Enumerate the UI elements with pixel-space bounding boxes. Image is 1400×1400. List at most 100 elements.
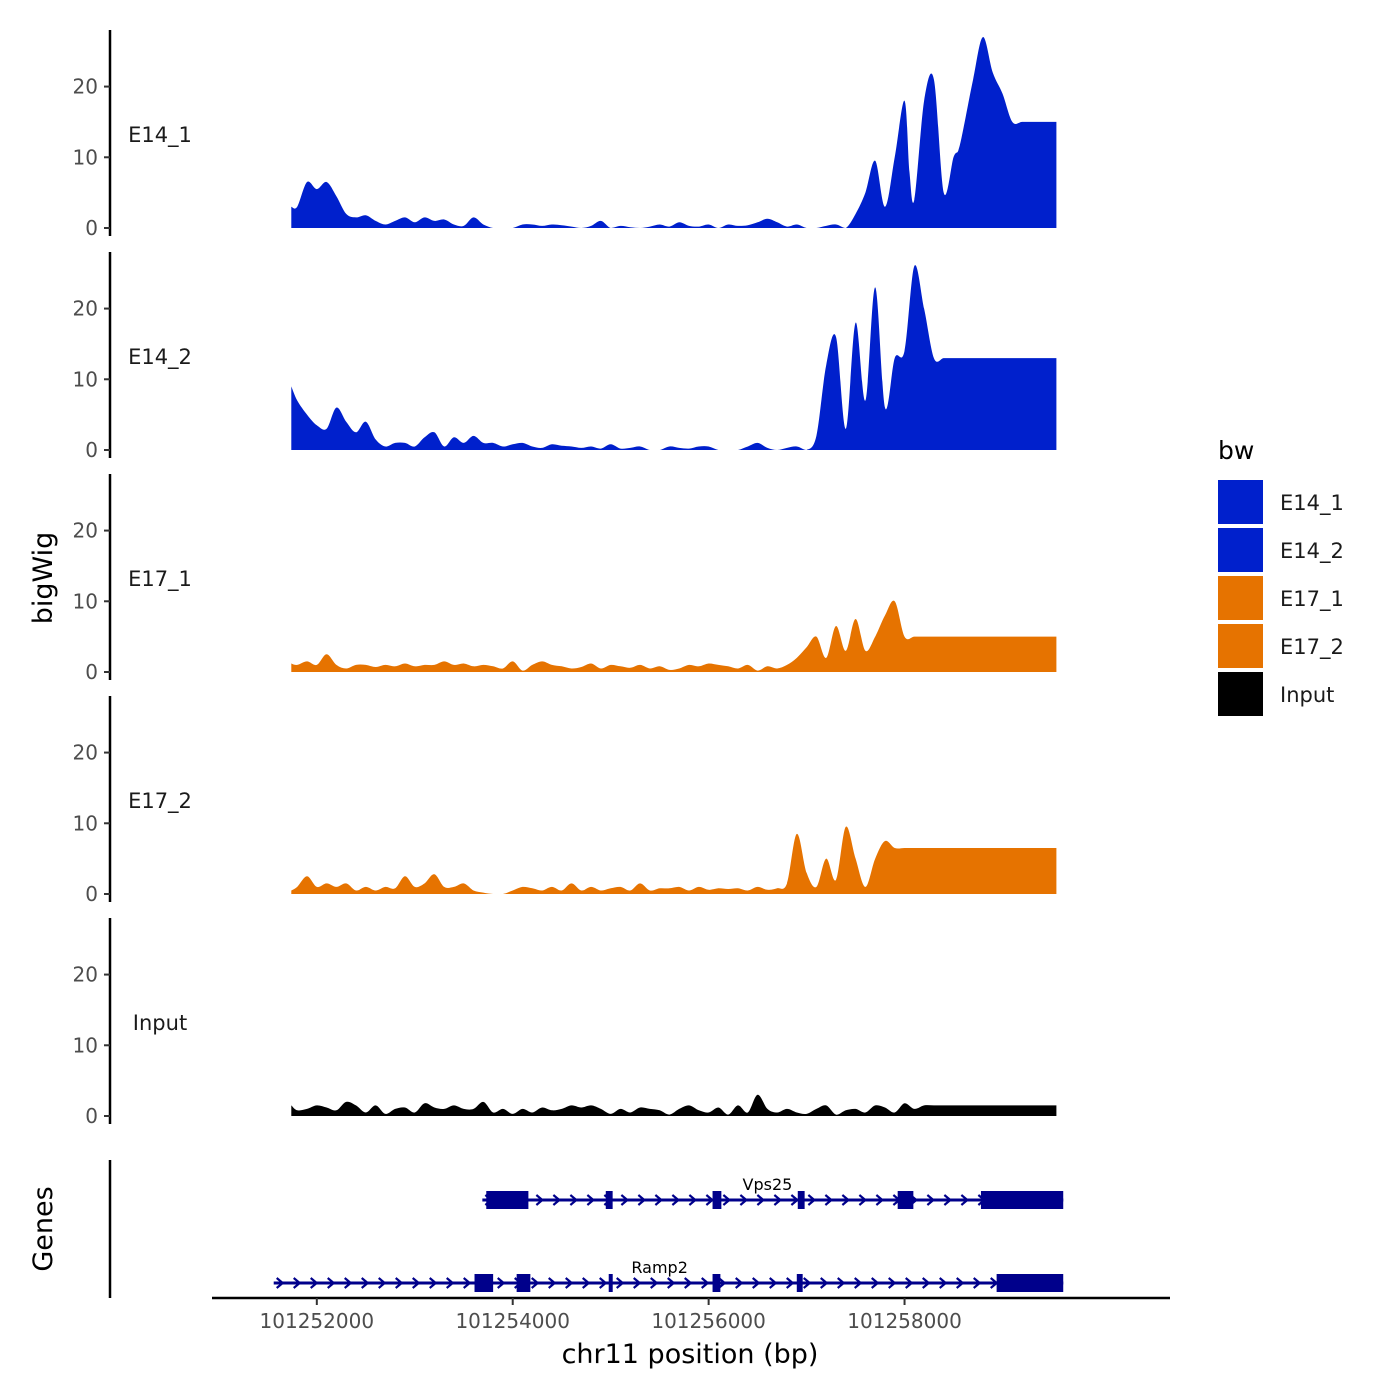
strand-arrow <box>599 1277 608 1289</box>
legend-label-E17_1: E17_1 <box>1280 587 1344 612</box>
track-E14_2: 0 10 20 E14_2 <box>73 252 1057 462</box>
strand-arrow <box>463 1277 472 1289</box>
gene-label-Vps25: Vps25 <box>743 1175 793 1194</box>
tracks-layer: 0 10 20 E14_1 0 10 20 E14_2 0 10 20 E17_1 0 10 20 E17_2… <box>73 30 1057 1128</box>
strand-arrow <box>943 1194 953 1206</box>
strand-arrow <box>688 1194 698 1206</box>
strand-arrow <box>650 1277 659 1289</box>
gene-Vps25: Vps25 <box>482 1175 1064 1209</box>
strand-arrow <box>637 1194 647 1206</box>
legend-key-E14_1 <box>1218 480 1263 524</box>
strand-arrow <box>548 1277 557 1289</box>
strand-arrow <box>773 1194 783 1206</box>
strand-arrow <box>956 1277 965 1289</box>
exon-block <box>797 1191 805 1209</box>
facet-label-E17_2: E17_2 <box>128 789 192 814</box>
strand-arrow <box>939 1277 948 1289</box>
strand-arrow <box>854 1277 863 1289</box>
strand-arrow <box>926 1194 936 1206</box>
y-tick-label: 10 <box>73 145 98 169</box>
facet-label-Input: Input <box>133 1011 187 1035</box>
strand-arrow <box>412 1277 421 1289</box>
gene-label-Ramp2: Ramp2 <box>631 1258 688 1277</box>
strand-arrow <box>718 1277 727 1289</box>
signal-area-E14_1 <box>291 37 1057 228</box>
strand-arrow <box>535 1194 545 1206</box>
strand-arrow <box>395 1277 404 1289</box>
exon-block <box>897 1191 914 1209</box>
strand-arrow <box>586 1194 596 1206</box>
y-tick-label: 20 <box>73 963 98 987</box>
exon-block <box>980 1191 1064 1209</box>
strand-arrow <box>973 1277 982 1289</box>
strand-arrow <box>276 1277 285 1289</box>
legend-label-E14_1: E14_1 <box>1280 491 1344 516</box>
strand-arrow <box>327 1277 336 1289</box>
strand-arrow <box>344 1277 353 1289</box>
strand-arrow <box>531 1277 540 1289</box>
y-tick-label: 10 <box>73 1033 98 1057</box>
legend-label-Input: Input <box>1280 683 1334 707</box>
y-tick-label: 0 <box>85 438 98 462</box>
signal-area-Input <box>291 1094 1057 1116</box>
strand-arrow <box>841 1194 851 1206</box>
strand-arrow <box>756 1194 766 1206</box>
x-axis: 101252000 101254000 101256000 101258000 <box>212 1296 1170 1333</box>
strand-arrow <box>671 1194 681 1206</box>
exon-block <box>486 1191 529 1209</box>
strand-arrow <box>922 1277 931 1289</box>
exon-block <box>516 1274 531 1292</box>
genes-layer: Vps25 Ramp2 <box>108 1160 1064 1298</box>
strand-arrow <box>824 1194 834 1206</box>
exon-block <box>712 1274 721 1292</box>
strand-arrow <box>837 1277 846 1289</box>
x-tick-label: 101256000 <box>651 1309 766 1333</box>
signal-area-E14_2 <box>291 265 1057 450</box>
y-tick-label: 10 <box>73 589 98 613</box>
x-tick-label: 101258000 <box>847 1309 962 1333</box>
exon-block <box>996 1274 1064 1292</box>
strand-arrow <box>446 1277 455 1289</box>
legend-label-E17_2: E17_2 <box>1280 635 1344 660</box>
y-tick-label: 0 <box>85 660 98 684</box>
signal-area-E17_2 <box>291 826 1057 894</box>
strand-arrow <box>633 1277 642 1289</box>
strand-arrow <box>786 1277 795 1289</box>
y-tick-label: 20 <box>73 519 98 543</box>
legend-key-E17_1 <box>1218 576 1263 620</box>
strand-arrow <box>905 1277 914 1289</box>
strand-arrow <box>790 1194 800 1206</box>
legend-key-Input <box>1218 672 1263 716</box>
strand-arrow <box>552 1194 562 1206</box>
strand-arrow <box>565 1277 574 1289</box>
exon-block <box>796 1274 803 1292</box>
y-tick-label: 20 <box>73 75 98 99</box>
track-E17_1: 0 10 20 E17_1 <box>73 474 1057 684</box>
strand-arrow <box>378 1277 387 1289</box>
y-tick-label: 0 <box>85 216 98 240</box>
y-axis-title-bigwig: bigWig <box>28 532 59 625</box>
strand-arrow <box>769 1277 778 1289</box>
signal-area-E17_1 <box>291 600 1057 672</box>
legend-title: bw <box>1218 436 1254 465</box>
y-tick-label: 10 <box>73 811 98 835</box>
y-tick-label: 10 <box>73 367 98 391</box>
strand-arrow <box>888 1277 897 1289</box>
y-axis-title-genes: Genes <box>28 1186 59 1271</box>
y-tick-label: 20 <box>73 297 98 321</box>
strand-arrow <box>569 1194 579 1206</box>
strand-arrow <box>429 1277 438 1289</box>
strand-arrow <box>684 1277 693 1289</box>
facet-label-E14_1: E14_1 <box>128 123 192 148</box>
strand-arrow <box>654 1194 664 1206</box>
x-axis-title: chr11 position (bp) <box>562 1339 819 1370</box>
strand-arrow <box>582 1277 591 1289</box>
strand-arrow <box>667 1277 676 1289</box>
exon-block <box>474 1274 494 1292</box>
exon-block <box>605 1191 613 1209</box>
x-tick-label: 101252000 <box>260 1309 375 1333</box>
strand-arrow <box>293 1277 302 1289</box>
strand-arrow <box>807 1194 817 1206</box>
strand-arrow <box>620 1194 630 1206</box>
